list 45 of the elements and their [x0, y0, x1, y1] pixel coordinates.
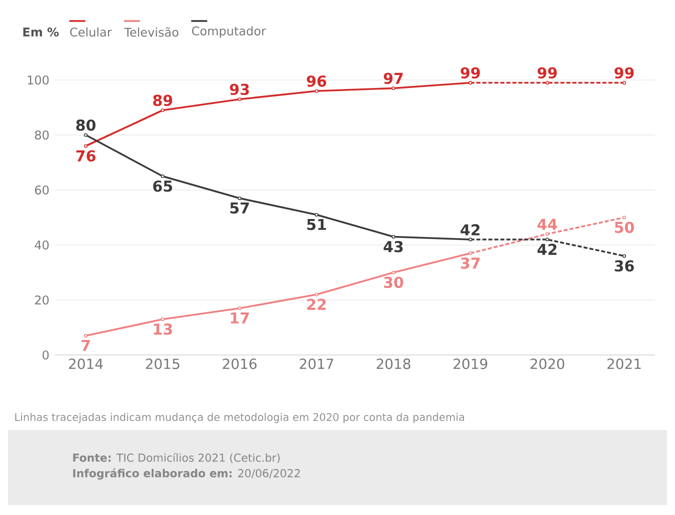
legend-label: Celular — [70, 27, 112, 37]
x-tick-label: 2017 — [300, 358, 334, 370]
data-label: 50 — [614, 222, 634, 234]
x-tick-label: 2019 — [454, 358, 488, 370]
y-tick-label: 0 — [42, 350, 49, 360]
x-tick-label: 2016 — [222, 358, 257, 370]
data-label: 96 — [306, 75, 326, 87]
data-label: 13 — [154, 323, 172, 335]
legend-title: Em % — [23, 27, 59, 37]
data-label: 22 — [307, 298, 326, 310]
data-label: 76 — [76, 150, 96, 162]
data-label: 65 — [153, 180, 172, 192]
x-tick-label: 2018 — [376, 358, 410, 370]
text: Linhas tracejadas indicam mudança de metodologia em 2020 por conta da pandemia — [15, 412, 464, 424]
data-label: 99 — [460, 67, 480, 79]
data-label: 43 — [384, 240, 403, 252]
data-label: 99 — [614, 67, 634, 79]
data-label: 37 — [460, 257, 480, 269]
legend-label: Computador — [192, 26, 266, 38]
x-tick-label: 2020 — [530, 358, 564, 370]
data-label: 44 — [538, 218, 558, 230]
x-tick-label: 2014 — [68, 358, 103, 370]
data-label: 36 — [614, 260, 634, 272]
data-label: 42 — [460, 224, 480, 236]
data-label: 99 — [538, 67, 557, 79]
y-tick-label: 60 — [35, 185, 49, 195]
data-label: 57 — [230, 202, 249, 214]
data-label: 89 — [153, 94, 172, 106]
data-label: 42 — [538, 244, 556, 255]
y-tick-label: 20 — [35, 295, 49, 305]
data-label: 30 — [384, 276, 404, 288]
x-tick-label: 2021 — [607, 358, 641, 370]
y-tick-label: 100 — [28, 75, 49, 85]
text: Fonte: TIC Domicílios 2021 (Cetic.br) — [73, 452, 280, 464]
data-label: 93 — [230, 84, 249, 96]
x-tick-label: 2015 — [146, 358, 180, 370]
y-tick-label: 40 — [34, 240, 49, 250]
text: Infográfico elaborado em: 20/06/2022 — [73, 468, 300, 480]
data-label: 51 — [307, 218, 326, 230]
legend-label: Televisão — [124, 27, 178, 37]
data-label: 80 — [76, 119, 96, 131]
data-label: 17 — [230, 312, 249, 324]
data-label: 7 — [82, 340, 90, 351]
y-tick-label: 80 — [35, 130, 49, 140]
data-label: 97 — [384, 72, 403, 84]
